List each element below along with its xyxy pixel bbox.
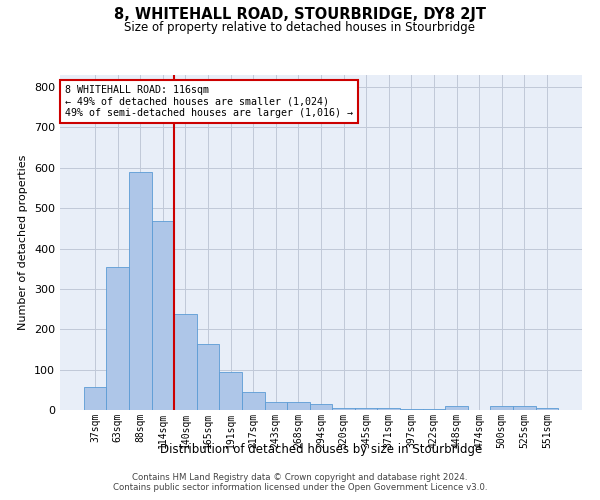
Bar xyxy=(400,409,422,410)
Text: 8 WHITEHALL ROAD: 116sqm
← 49% of detached houses are smaller (1,024)
49% of sem: 8 WHITEHALL ROAD: 116sqm ← 49% of detach… xyxy=(65,85,353,118)
Text: 8, WHITEHALL ROAD, STOURBRIDGE, DY8 2JT: 8, WHITEHALL ROAD, STOURBRIDGE, DY8 2JT xyxy=(114,8,486,22)
Bar xyxy=(220,372,242,410)
Bar xyxy=(152,221,174,410)
Bar xyxy=(332,408,355,410)
Bar xyxy=(536,408,558,410)
Bar xyxy=(310,404,332,410)
Bar xyxy=(84,387,106,410)
Text: Contains public sector information licensed under the Open Government Licence v3: Contains public sector information licen… xyxy=(113,482,487,492)
Bar xyxy=(445,406,468,410)
Bar xyxy=(174,314,197,410)
Bar xyxy=(513,406,536,410)
Text: Contains HM Land Registry data © Crown copyright and database right 2024.: Contains HM Land Registry data © Crown c… xyxy=(132,472,468,482)
Bar xyxy=(265,402,287,410)
Bar xyxy=(129,172,152,410)
Bar xyxy=(490,406,513,410)
Bar xyxy=(287,402,310,410)
Text: Distribution of detached houses by size in Stourbridge: Distribution of detached houses by size … xyxy=(160,442,482,456)
Bar xyxy=(106,266,129,410)
Bar xyxy=(355,408,377,410)
Bar xyxy=(377,408,400,410)
Text: Size of property relative to detached houses in Stourbridge: Size of property relative to detached ho… xyxy=(125,21,476,34)
Bar xyxy=(422,409,445,410)
Bar xyxy=(242,392,265,410)
Bar xyxy=(197,344,220,410)
Y-axis label: Number of detached properties: Number of detached properties xyxy=(19,155,28,330)
